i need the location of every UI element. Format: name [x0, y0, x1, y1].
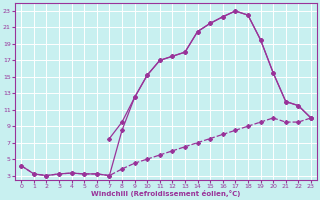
- X-axis label: Windchill (Refroidissement éolien,°C): Windchill (Refroidissement éolien,°C): [92, 190, 241, 197]
